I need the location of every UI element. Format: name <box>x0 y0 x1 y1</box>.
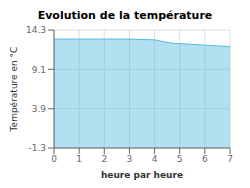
svg-text:-1.3: -1.3 <box>28 143 46 153</box>
svg-text:1: 1 <box>76 154 82 164</box>
svg-text:4: 4 <box>152 154 158 164</box>
svg-text:heure par heure: heure par heure <box>101 170 183 180</box>
svg-text:0: 0 <box>51 154 57 164</box>
svg-text:2: 2 <box>101 154 107 164</box>
svg-text:7: 7 <box>227 154 233 164</box>
svg-text:14.3: 14.3 <box>26 25 46 35</box>
svg-text:Température en °C: Température en °C <box>9 47 19 133</box>
svg-text:9.1: 9.1 <box>32 65 46 75</box>
html-text:Evolution de la température: Evolution de la température <box>37 9 213 22</box>
svg-text:3: 3 <box>127 154 133 164</box>
svg-text:6: 6 <box>202 154 208 164</box>
svg-text:5: 5 <box>177 154 183 164</box>
svg-text:3.9: 3.9 <box>32 104 47 114</box>
